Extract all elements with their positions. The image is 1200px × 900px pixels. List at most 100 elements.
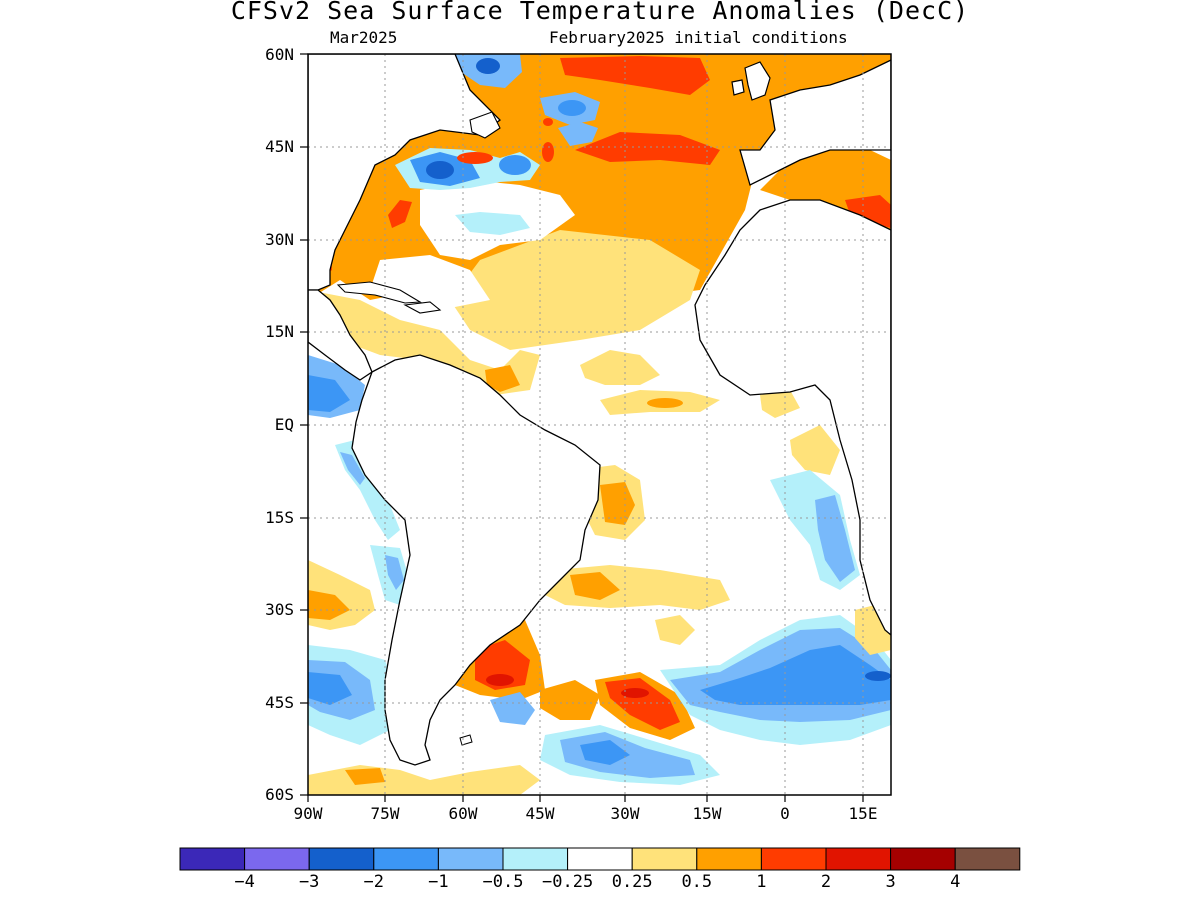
colorbar-cell: [244, 847, 310, 871]
north-america: [308, 54, 501, 291]
colorbar-cell: [567, 847, 633, 871]
anomaly-patch-warm: [600, 482, 635, 525]
anomaly-patch-warm: [308, 765, 540, 795]
lon-label-45w: 45W: [525, 804, 555, 823]
lon-label-15w: 15W: [692, 804, 722, 823]
forecast-month: Mar2025: [330, 28, 398, 47]
anomaly-patch-warm: [760, 390, 800, 418]
anomaly-patch-hot: [486, 674, 514, 686]
anomaly-patch-warm: [308, 290, 540, 395]
anomaly-patch-hot: [543, 118, 553, 126]
colorbar-cell: [954, 847, 1021, 871]
europe: [739, 59, 891, 186]
anomaly-patch-cool: [340, 452, 365, 485]
anomaly-patch-cool: [865, 671, 891, 681]
lat-label-eq: EQ: [274, 415, 294, 434]
colorbar-tick-label: 2: [820, 872, 832, 892]
lat-label-30s: 30S: [265, 600, 294, 619]
falkland-islands: [459, 734, 473, 746]
lon-label-30w: 30W: [610, 804, 640, 823]
anomaly-patch-hot: [457, 152, 493, 164]
anomaly-patch-cool: [426, 161, 454, 179]
lat-label-45s: 45S: [265, 693, 294, 712]
colorbar-cell: [825, 847, 892, 871]
anomaly-patch-cool: [558, 100, 586, 116]
lat-label-15n: 15N: [265, 322, 294, 341]
anomaly-patch-warm: [545, 565, 730, 610]
colorbar-tick-label: 0.25: [611, 872, 653, 892]
colorbar-cell: [437, 847, 504, 871]
lon-label-60w: 60W: [448, 804, 478, 823]
colorbar-tick-label: −4: [234, 872, 255, 892]
lon-label-0: 0: [780, 804, 790, 823]
anomaly-patch-hot: [560, 56, 710, 95]
anomaly-patch-warm: [345, 768, 385, 785]
anomaly-patch-hot: [845, 195, 891, 228]
anomaly-patch-cool: [580, 740, 630, 765]
anomaly-patch-cool: [499, 155, 531, 175]
anomaly-patch-cool: [815, 495, 855, 582]
anomaly-patch-warm: [308, 590, 350, 620]
anomaly-patch-cool: [558, 122, 598, 146]
anomaly-patch-cool: [490, 692, 535, 725]
central-america: [308, 289, 373, 381]
africa: [694, 199, 891, 636]
colorbar-cell: [179, 847, 246, 871]
colorbar-tick-label: −0.25: [542, 872, 594, 892]
anomaly-patch-warm: [570, 572, 620, 600]
colorbar-cell: [696, 847, 762, 871]
anomaly-patch-hot: [542, 142, 554, 162]
colorbar-tick-label: −3: [298, 872, 320, 892]
lon-label-90w: 90W: [293, 804, 323, 823]
colorbar-cell: [308, 847, 375, 871]
newfoundland: [469, 111, 501, 139]
lon-label-15e: 15E: [848, 804, 878, 823]
map-title: CFSv2 Sea Surface Temperature Anomalies …: [230, 0, 970, 25]
colorbar-tick-label: 0.5: [681, 872, 713, 892]
lat-label-60s: 60S: [265, 785, 294, 804]
colorbar-cell: [502, 847, 569, 871]
colorbar-cell: [760, 847, 827, 871]
ireland: [731, 79, 745, 96]
anomaly-patch-cool: [476, 58, 500, 74]
anomaly-patch-cool: [385, 555, 404, 590]
anomaly-patch-warm: [450, 230, 700, 350]
anomaly-patch-cool: [455, 212, 530, 235]
colorbar-cell: [890, 847, 956, 871]
gridlines: [308, 54, 891, 795]
colorbar-cell: [631, 847, 698, 871]
anomaly-patch-warm: [485, 365, 520, 392]
lat-label-45n: 45N: [265, 137, 294, 156]
cuba: [336, 281, 422, 304]
colorbar-tick-label: 1: [756, 872, 767, 892]
colorbar-tick-label: −0.5: [482, 872, 524, 892]
anomaly-patch-hot: [621, 688, 649, 698]
anomaly-patch-cool: [308, 375, 350, 412]
colorbar: [179, 847, 1021, 871]
lat-label-30n: 30N: [265, 230, 294, 249]
colorbar-tick-label: −2: [363, 872, 385, 892]
colorbar-tick-label: 4: [950, 872, 961, 892]
colorbar-cell: [373, 847, 439, 871]
initial-conditions-label: February2025 initial conditions: [549, 28, 848, 47]
anomaly-patch-cool: [308, 672, 352, 705]
anomaly-patch-hot: [388, 200, 412, 228]
hispaniola: [403, 301, 442, 314]
anomaly-patch-warm: [655, 615, 695, 645]
anomaly-patch-warm: [580, 350, 660, 385]
colorbar-tick-label: −1: [428, 872, 449, 892]
anomaly-patch-hot: [575, 132, 720, 165]
tick-marks: [300, 53, 864, 802]
lon-label-75w: 75W: [370, 804, 400, 823]
colorbar-tick-label: 3: [885, 872, 896, 892]
lat-label-15s: 15S: [265, 508, 294, 527]
british-isles: [744, 61, 771, 101]
land-masses: [308, 54, 891, 766]
anomaly-patch-warm: [647, 398, 683, 408]
anomaly-patch-warm: [540, 680, 600, 720]
anomaly-patch-cool: [700, 645, 891, 705]
south-america: [351, 354, 601, 766]
lat-label-60n: 60N: [265, 45, 294, 64]
anomaly-patch-warm: [790, 425, 840, 475]
